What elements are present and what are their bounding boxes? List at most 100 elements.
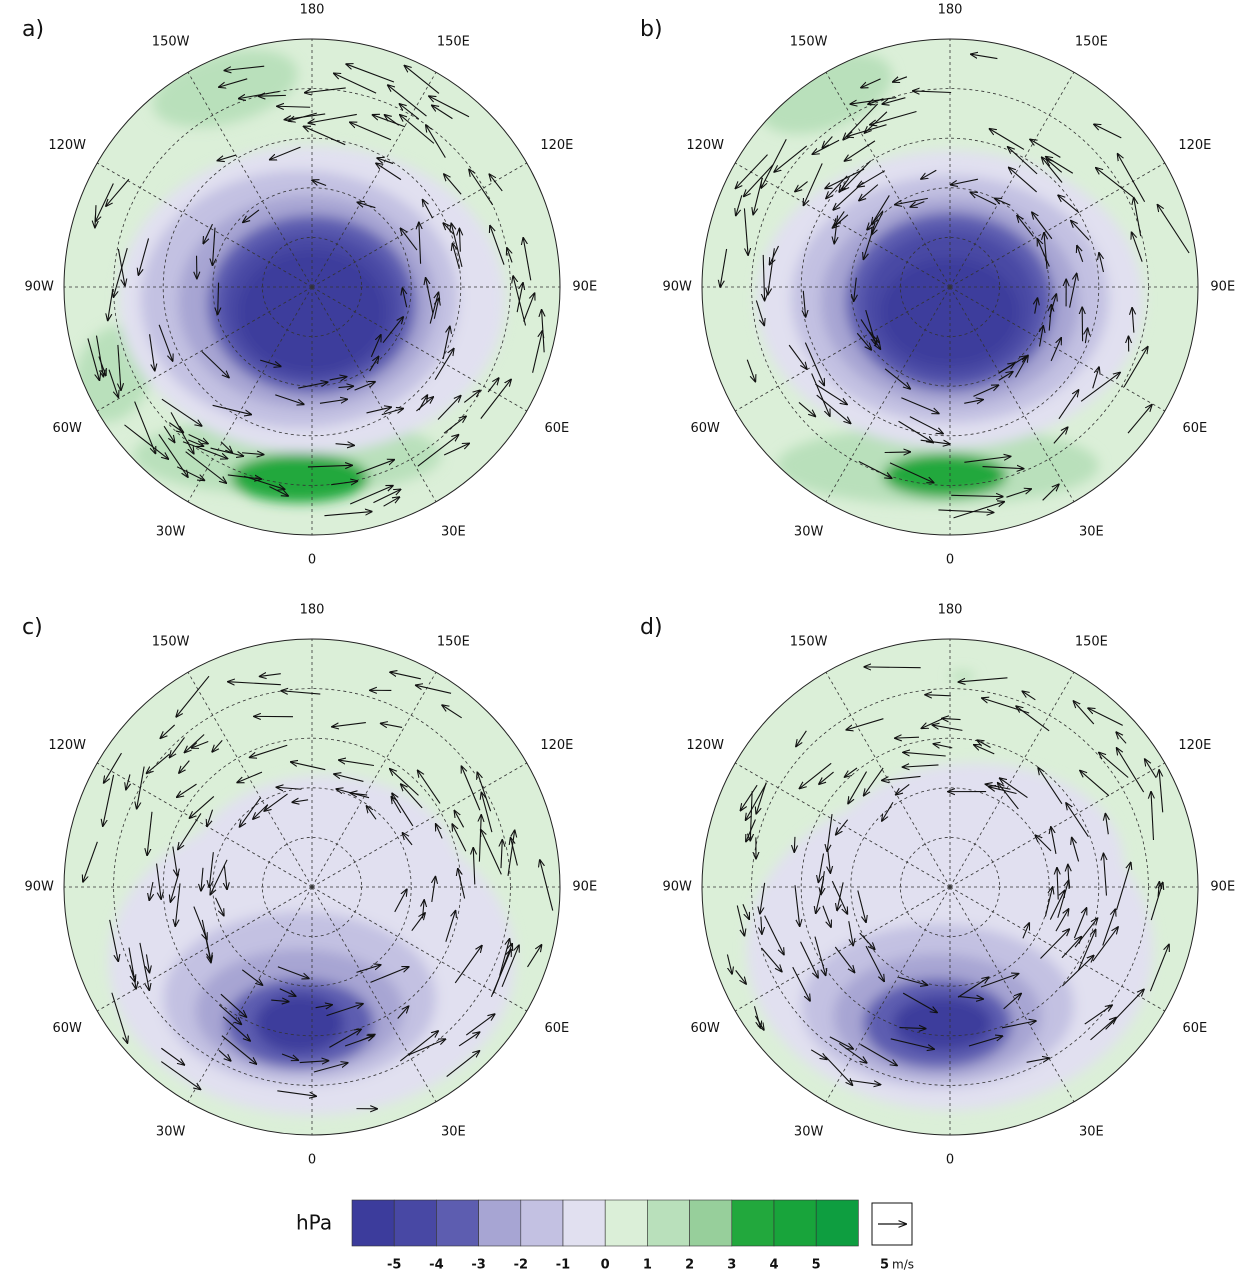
longitude-label: 60E bbox=[544, 421, 569, 436]
wind-vector bbox=[95, 205, 96, 227]
wind-vector bbox=[1046, 159, 1063, 173]
longitude-label: 120E bbox=[1178, 738, 1211, 753]
wind-vector bbox=[189, 795, 215, 818]
meridian bbox=[949, 72, 1075, 288]
wind-vector bbox=[160, 1061, 200, 1090]
wind-vector bbox=[1030, 139, 1061, 158]
wind-vector bbox=[814, 936, 826, 976]
meridian bbox=[311, 286, 527, 412]
wind-vector bbox=[799, 762, 832, 788]
wind-vector bbox=[925, 695, 951, 696]
wind-vector bbox=[432, 105, 453, 120]
wind-vector bbox=[346, 64, 395, 83]
wind-vector bbox=[134, 401, 156, 454]
wind-vector bbox=[1092, 367, 1099, 389]
colorbar-tick-label: -3 bbox=[471, 1258, 485, 1272]
wind-vector bbox=[373, 489, 400, 504]
wind-vector bbox=[1051, 827, 1057, 854]
wind-vector bbox=[1009, 167, 1037, 193]
wind-vector bbox=[964, 456, 1010, 463]
wind-vector bbox=[1105, 989, 1144, 1030]
wind-vector bbox=[331, 481, 357, 485]
wind-vector bbox=[356, 965, 381, 973]
wind-vector bbox=[397, 1006, 409, 1019]
longitude-label: 60E bbox=[544, 1021, 569, 1036]
wind-vector bbox=[889, 462, 934, 483]
wind-vector bbox=[910, 201, 925, 207]
wind-vector bbox=[103, 774, 115, 826]
wind-vector bbox=[743, 208, 748, 255]
wind-vector bbox=[437, 396, 461, 420]
wind-vector bbox=[819, 771, 834, 784]
wind-vector bbox=[1077, 930, 1095, 971]
wind-vector bbox=[215, 897, 224, 916]
wind-vector bbox=[804, 342, 824, 386]
wind-vector bbox=[1055, 909, 1069, 932]
wind-vector bbox=[795, 181, 808, 192]
wind-vector bbox=[989, 787, 1017, 795]
wind-vector bbox=[1003, 993, 1022, 1010]
wind-vector bbox=[329, 377, 347, 380]
wind-vector bbox=[882, 801, 894, 821]
wind-vector bbox=[794, 836, 795, 852]
wind-vector bbox=[298, 382, 327, 389]
wind-vector bbox=[842, 160, 872, 191]
map-border bbox=[63, 38, 561, 536]
wind-vector bbox=[404, 66, 440, 94]
wind-vector bbox=[523, 238, 532, 281]
meridian bbox=[187, 72, 313, 288]
meridian bbox=[97, 886, 313, 1012]
wind-vector bbox=[858, 460, 892, 478]
wind-vector bbox=[1092, 927, 1118, 962]
wind-vector bbox=[281, 691, 321, 694]
wind-vector bbox=[1044, 233, 1047, 269]
meridian bbox=[311, 672, 437, 888]
wind-vector bbox=[312, 180, 327, 186]
longitude-label: 90W bbox=[662, 880, 692, 895]
wind-vector bbox=[390, 769, 419, 796]
wind-vector bbox=[815, 383, 847, 404]
wind-vector bbox=[1058, 195, 1080, 214]
latitude-circle bbox=[850, 187, 1050, 387]
wind-vector bbox=[921, 169, 937, 179]
wind-vector bbox=[870, 110, 917, 125]
wind-vector bbox=[884, 452, 911, 453]
wind-vector bbox=[760, 882, 766, 914]
wind-vector bbox=[243, 209, 260, 222]
wind-vector bbox=[147, 811, 153, 856]
latitude-circle bbox=[212, 187, 412, 387]
wind-vector bbox=[1049, 890, 1064, 920]
wind-vector bbox=[970, 192, 997, 206]
wind-vector bbox=[1158, 882, 1159, 897]
wind-vector bbox=[1127, 405, 1152, 434]
meridian bbox=[97, 762, 313, 888]
wind-vector bbox=[356, 460, 394, 475]
wind-vector bbox=[237, 771, 263, 782]
wind-vector bbox=[507, 248, 512, 263]
wind-vector bbox=[377, 158, 394, 165]
wind-vector bbox=[417, 435, 459, 467]
meridian bbox=[311, 286, 437, 502]
wind-vector bbox=[882, 775, 921, 780]
reference-value: 5 bbox=[880, 1258, 889, 1272]
wind-vector bbox=[872, 211, 884, 235]
wind-vector bbox=[1042, 484, 1059, 501]
longitude-label: 60E bbox=[1182, 421, 1207, 436]
meridian bbox=[949, 672, 1075, 888]
meridian bbox=[311, 886, 527, 1012]
wind-vector bbox=[400, 115, 435, 144]
colorbar-box bbox=[689, 1199, 733, 1247]
longitude-label: 180 bbox=[300, 3, 325, 18]
wind-vector bbox=[222, 1016, 250, 1041]
latitude-circle bbox=[162, 137, 462, 437]
wind-vector bbox=[137, 766, 145, 809]
anomaly-region bbox=[254, 993, 345, 1054]
longitude-label: 150W bbox=[152, 35, 190, 50]
wind-vector bbox=[443, 223, 454, 235]
wind-vector bbox=[754, 1015, 764, 1030]
wind-vector bbox=[998, 372, 1013, 381]
wind-vector bbox=[326, 1004, 363, 1017]
wind-vector bbox=[859, 932, 875, 950]
colorbar-tick-label: 2 bbox=[685, 1258, 694, 1272]
colorbar-tick-label: 3 bbox=[727, 1258, 736, 1272]
